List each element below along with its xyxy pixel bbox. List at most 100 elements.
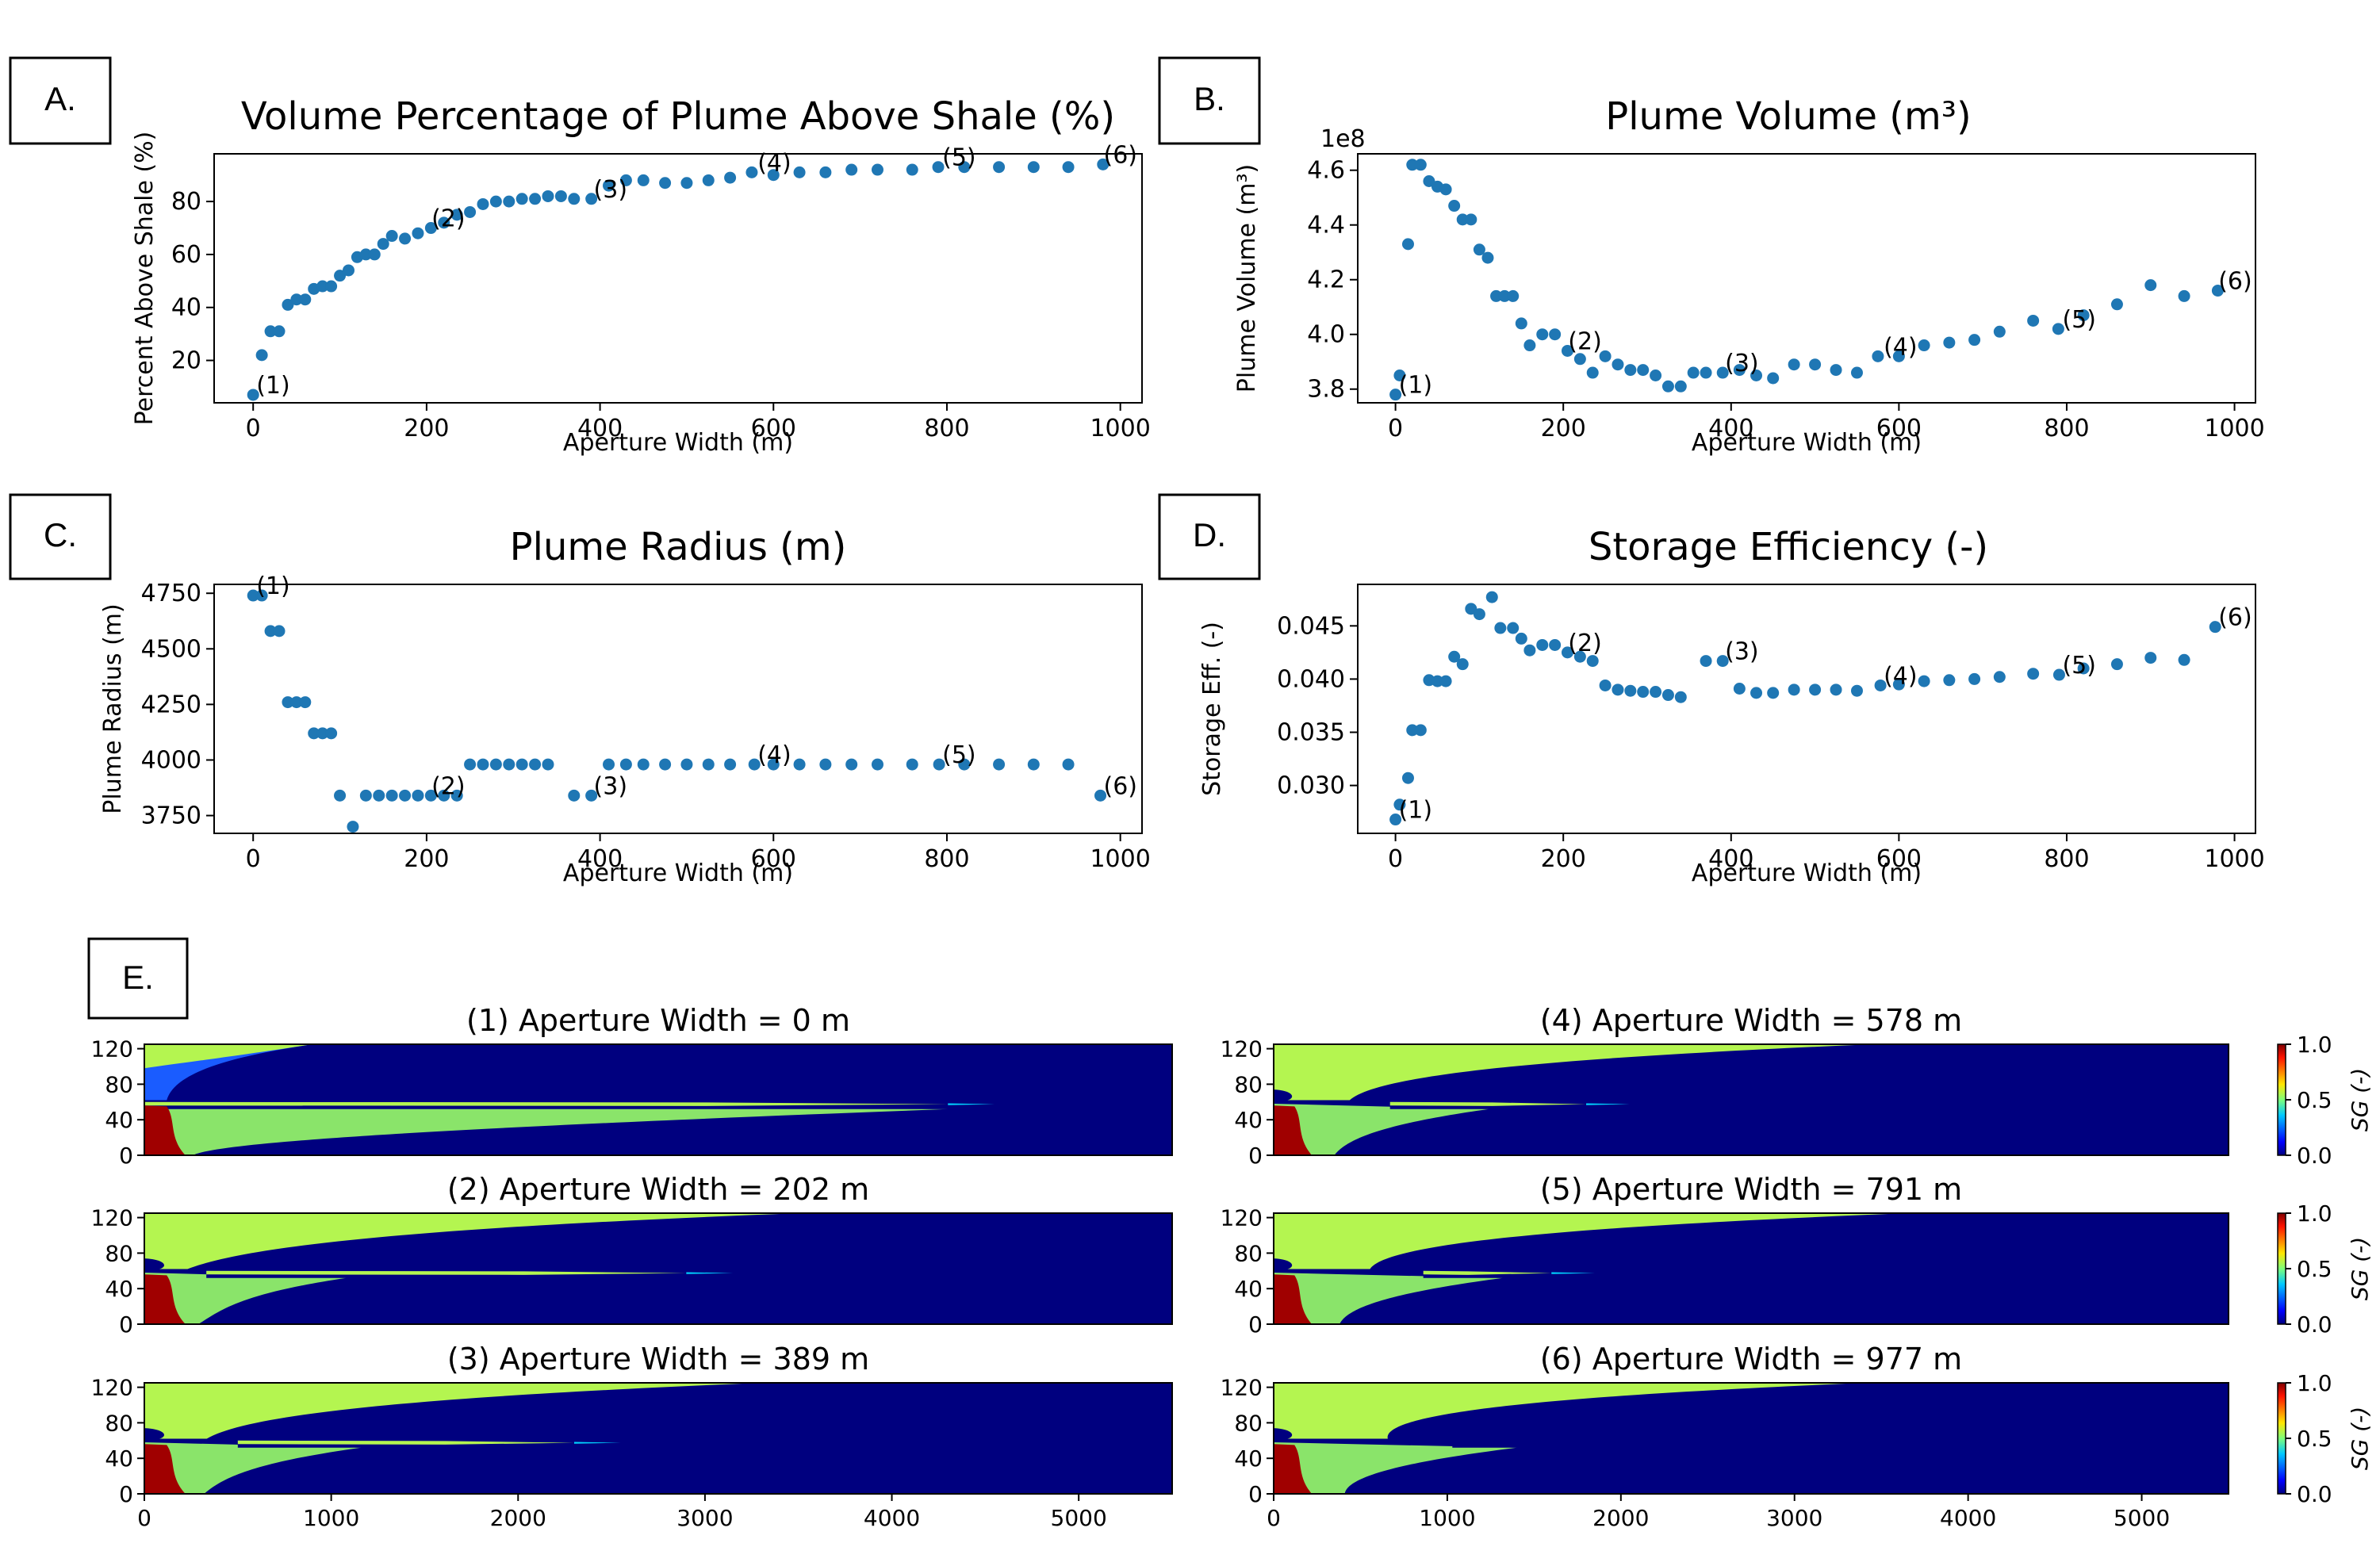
shale-layer [1452, 1440, 2229, 1448]
y-tick-label: 120 [1221, 1205, 1263, 1231]
shale-layer [1423, 1270, 2229, 1278]
map-frame [1273, 1382, 2229, 1495]
x-tick-label: 2000 [1592, 1505, 1649, 1531]
shale-layer [206, 1270, 1173, 1278]
data-point [412, 789, 424, 802]
point-annotation: (3) [1725, 638, 1759, 666]
data-point [819, 166, 832, 178]
panel-d: D. Storage Efficiency (-) 0 200 400 600 800 100… [1158, 493, 2265, 887]
data-point [1809, 683, 1822, 696]
data-point [247, 389, 259, 401]
y-tick-label: 0 [1248, 1481, 1263, 1507]
gas-tongue [1423, 1270, 1552, 1275]
y-axis-label: Percent Above Shale (%) [131, 132, 159, 426]
x-tick-label: 200 [1541, 845, 1586, 873]
data-point [368, 248, 381, 261]
data-point [603, 758, 615, 771]
data-point [724, 171, 737, 184]
data-point [1700, 366, 1712, 379]
data-point [464, 758, 477, 771]
data-point [1536, 328, 1549, 341]
data-point [1406, 159, 1419, 171]
gas-tongue [237, 1440, 574, 1445]
data-point [993, 161, 1006, 174]
data-point [515, 758, 528, 771]
data-point [845, 758, 858, 771]
y-tick-label: 120 [91, 1205, 133, 1231]
data-point [1612, 358, 1624, 371]
y-axis-label: Plume Radius (m) [99, 603, 127, 814]
data-point [1637, 686, 1650, 699]
data-point [290, 293, 303, 306]
data-point [1624, 364, 1637, 377]
data-point [680, 177, 693, 190]
data-point [637, 758, 650, 771]
data-point [1850, 366, 1863, 379]
data-point [299, 293, 312, 306]
data-point [1456, 658, 1469, 671]
data-point [342, 264, 355, 277]
data-point [2178, 653, 2190, 666]
panel-label: A. [44, 80, 76, 117]
x-tick-label: 200 [1541, 415, 1586, 442]
data-point [464, 205, 477, 218]
data-point [1850, 684, 1863, 697]
y-tick-label: 40 [105, 1107, 133, 1133]
x-tick-label: 1000 [2204, 845, 2264, 873]
data-point [871, 163, 883, 176]
y-tick-label: 80 [105, 1071, 133, 1097]
data-point [1674, 691, 1687, 703]
data-point [619, 174, 632, 186]
x-tick-label: 600 [1876, 415, 1922, 442]
data-point [255, 589, 268, 602]
data-point [933, 758, 945, 771]
axes-frame [213, 584, 1143, 834]
data-point [1523, 339, 1536, 352]
x-tick-label: 2000 [490, 1505, 546, 1531]
colorbar-tick-label: 0.0 [2297, 1481, 2332, 1507]
data-point [2144, 279, 2157, 292]
data-point [1809, 358, 1822, 371]
gas-tongue-tip [948, 1103, 995, 1105]
gas-tongue-tip [1551, 1272, 1595, 1274]
data-point [845, 163, 858, 176]
x-tick-label: 0 [246, 415, 261, 442]
point-annotation: (2) [431, 205, 466, 233]
map-title: (4) Aperture Width = 578 m [1540, 1003, 1962, 1038]
data-point [1448, 200, 1461, 212]
data-point [1549, 638, 1562, 651]
data-point [1788, 358, 1800, 371]
data-point [247, 589, 259, 602]
point-annotation: (1) [256, 372, 290, 400]
data-point [2077, 662, 2090, 675]
data-point [1561, 344, 1573, 357]
data-point [1389, 814, 1402, 826]
shale-cap [1274, 1258, 1293, 1269]
injection-zone [144, 1274, 186, 1324]
injection-zone [144, 1105, 186, 1155]
data-point [273, 325, 286, 338]
point-annotation: (1) [1399, 372, 1433, 400]
data-point [438, 216, 450, 229]
data-point [702, 174, 715, 186]
data-point [958, 758, 971, 771]
upper-plume [1274, 1044, 1873, 1101]
map-frame [144, 1212, 1173, 1325]
data-point [554, 190, 567, 202]
upper-plume-top [144, 1044, 313, 1069]
y-axis-label: Plume Volume (m³) [1233, 164, 1261, 392]
data-point [399, 232, 412, 245]
data-point [424, 789, 437, 802]
data-point [2027, 668, 2040, 680]
injection-zone [1274, 1274, 1313, 1324]
y-tick-label: 0 [119, 1481, 133, 1507]
injection-zone [1274, 1444, 1313, 1494]
data-point [1661, 380, 1674, 392]
injection-zone [144, 1444, 186, 1494]
data-point [1874, 679, 1887, 691]
data-point [1456, 213, 1469, 226]
point-annotation: (6) [1104, 141, 1138, 169]
y-tick-label: 0 [119, 1311, 133, 1338]
data-point [412, 227, 424, 239]
